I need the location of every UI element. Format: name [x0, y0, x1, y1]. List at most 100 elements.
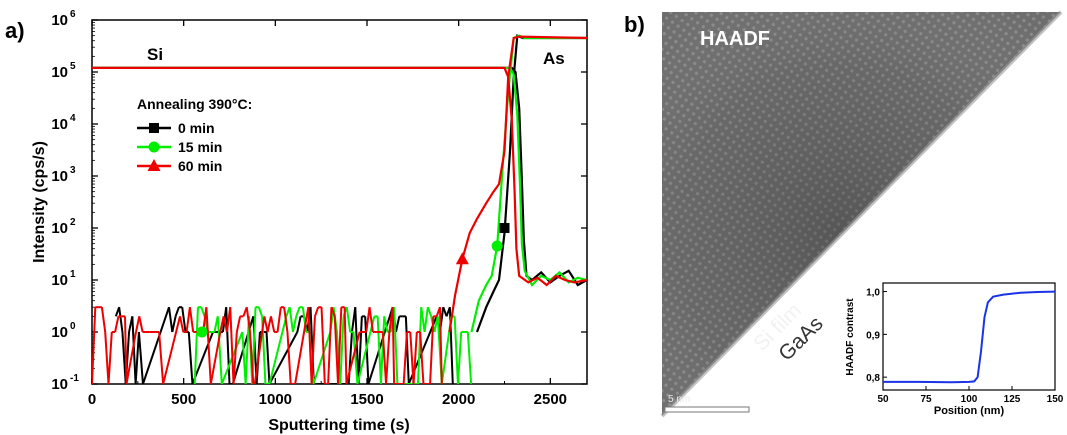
noise-segment [185, 307, 191, 333]
noise-segment [453, 316, 459, 384]
noise-segment [188, 307, 195, 333]
noise-segment [158, 331, 165, 384]
noise-segment [114, 316, 120, 333]
inset-x-tick-label: 100 [961, 394, 978, 405]
noise-segment [179, 316, 185, 333]
noise-segment [168, 307, 174, 333]
noise-segment [257, 306, 264, 317]
noise-segment [219, 316, 225, 333]
noise-segment [357, 316, 363, 384]
y-tick-exponent: 3 [70, 165, 76, 176]
noise-segment [295, 306, 301, 317]
noise-segment [124, 316, 128, 384]
noise-segment [402, 331, 408, 384]
y-tick-label: 10 [51, 324, 68, 341]
noise-segment [288, 307, 294, 333]
noise-segment [438, 307, 443, 384]
noise-segment [135, 316, 141, 333]
y-tick-exponent: 2 [70, 217, 76, 228]
noise-segment [125, 331, 137, 384]
inset-y-tick-label: 1,0 [866, 288, 880, 299]
noise-segment [187, 331, 194, 384]
legend-marker-triangle [147, 159, 161, 171]
noise-segment [131, 316, 137, 384]
x-tick-label: 0 [88, 391, 96, 408]
legend-entry-label: 15 min [178, 139, 222, 155]
y-tick-label: 10 [51, 64, 68, 81]
noise-segment [268, 316, 288, 384]
noise-segment [337, 307, 343, 384]
noise-segment [466, 331, 473, 384]
y-tick-label: 10 [51, 272, 68, 289]
noise-segment [313, 306, 320, 317]
inset-y-label: HAADF contrast [845, 298, 856, 376]
legend-entry-label: 0 min [178, 120, 215, 136]
scale-bar [664, 406, 750, 413]
y-tick-exponent: 0 [70, 321, 76, 332]
as-profile-line [448, 35, 587, 333]
marker-circle [491, 240, 503, 252]
noise-segment [268, 331, 299, 384]
legend-entry-label: 60 min [178, 158, 222, 174]
noise-segment [265, 331, 271, 384]
x-tick-label: 1500 [350, 391, 383, 408]
noise-segment [404, 316, 410, 384]
noise-segment [276, 307, 282, 333]
as-profile-line [470, 34, 587, 333]
y-tick-label: 10 [51, 12, 68, 29]
noise-segment [174, 306, 180, 317]
noise-segment [312, 331, 332, 384]
haadf-contrast-inset: 50 75 100 125 150 0,8 0,9 1,0 Position (nm) HA… [845, 282, 1064, 417]
noise-segment [291, 316, 298, 333]
noise-segment [416, 307, 423, 384]
noise-segment [381, 331, 388, 384]
haadf-label: HAADF [700, 28, 770, 50]
noise-segment [385, 331, 391, 384]
inset-x-tick-label: 125 [1004, 394, 1021, 405]
noise-segment [409, 331, 415, 384]
noise-segment [100, 307, 107, 333]
noise-segment [216, 316, 223, 384]
noise-segment [420, 307, 426, 333]
inset-y-tick-label: 0,9 [866, 330, 880, 341]
noise-segment [343, 307, 348, 384]
noise-segment [333, 316, 340, 384]
x-tick-label: 2500 [534, 391, 567, 408]
y-tick-exponent: 5 [70, 61, 76, 72]
noise-segment [142, 306, 170, 384]
x-tick-label: 500 [171, 391, 196, 408]
noise-segment [137, 331, 144, 384]
noise-segment [121, 331, 127, 384]
noise-segment [426, 306, 433, 317]
legend-marker-circle [148, 141, 160, 153]
y-tick-exponent: 6 [70, 9, 76, 20]
noise-segment [339, 316, 345, 384]
noise-segment [162, 316, 181, 384]
panel-a-label: a) [5, 18, 25, 43]
noise-segment [269, 316, 276, 333]
noise-segment [245, 307, 252, 333]
annotation-si: Si [147, 45, 163, 64]
noise-segment [296, 316, 302, 333]
noise-segment [209, 331, 222, 384]
inset-x-tick-label: 50 [877, 394, 889, 405]
noise-segment [205, 307, 212, 384]
noise-segment [229, 307, 235, 384]
noise-segment [244, 316, 250, 384]
noise-segment [429, 316, 435, 384]
interface-line [660, 10, 1063, 418]
inset-frame [882, 282, 1056, 391]
marker-circle [196, 326, 208, 338]
noise-segment [249, 331, 255, 384]
inset-x-label: Position (nm) [934, 405, 1005, 417]
y-tick-label: 10 [51, 116, 68, 133]
y-tick-exponent: 4 [70, 113, 76, 124]
noise-segment [263, 316, 269, 333]
noise-segment [193, 307, 199, 384]
noise-segment [320, 307, 326, 384]
noise-segment [266, 316, 272, 333]
noise-segment [235, 316, 242, 333]
noise-segment [376, 316, 382, 384]
x-axis-label: Sputtering time (s) [268, 417, 409, 434]
